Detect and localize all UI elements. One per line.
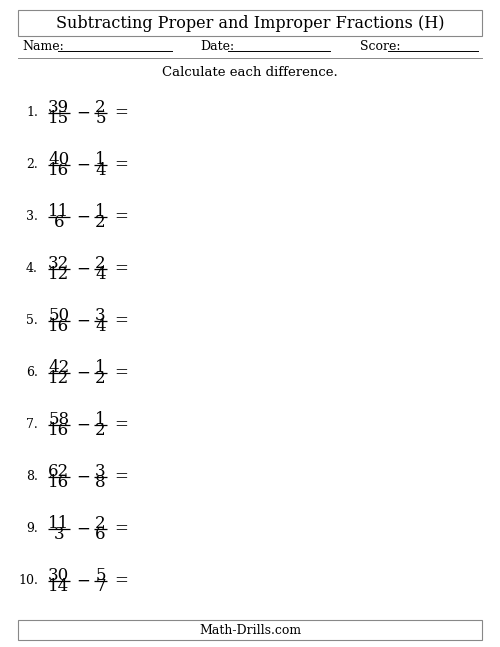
Text: 42: 42: [48, 359, 70, 376]
Text: 14: 14: [48, 578, 70, 595]
Text: 3: 3: [95, 463, 106, 480]
Text: 50: 50: [48, 307, 70, 324]
Text: Subtracting Proper and Improper Fractions (H): Subtracting Proper and Improper Fraction…: [56, 14, 444, 32]
Text: 3: 3: [95, 307, 106, 324]
Text: =: =: [114, 468, 128, 485]
Text: 6: 6: [54, 214, 64, 231]
Text: −: −: [76, 417, 90, 433]
Text: −: −: [76, 573, 90, 589]
Text: 15: 15: [48, 110, 70, 127]
Text: 58: 58: [48, 411, 70, 428]
Text: 30: 30: [48, 567, 70, 584]
Bar: [18, 620, 482, 640]
Text: 5.: 5.: [26, 314, 38, 327]
Text: 16: 16: [48, 474, 70, 491]
Text: Name:: Name:: [22, 41, 64, 54]
Text: 2: 2: [95, 515, 106, 532]
Text: Calculate each difference.: Calculate each difference.: [162, 65, 338, 78]
Text: −: −: [76, 468, 90, 485]
Text: 7: 7: [95, 578, 106, 595]
Text: −: −: [76, 520, 90, 538]
Text: =: =: [114, 261, 128, 278]
Text: 62: 62: [48, 463, 70, 480]
Text: Math-Drills.com: Math-Drills.com: [199, 624, 301, 637]
Text: =: =: [114, 105, 128, 122]
Text: 16: 16: [48, 162, 70, 179]
Text: 1: 1: [95, 411, 106, 428]
Text: 10.: 10.: [18, 575, 38, 587]
Text: 1: 1: [95, 359, 106, 376]
Text: 2: 2: [95, 370, 106, 387]
Text: 39: 39: [48, 99, 70, 116]
Text: Score:: Score:: [360, 41, 401, 54]
Text: 2: 2: [95, 255, 106, 272]
Text: −: −: [76, 364, 90, 382]
Text: =: =: [114, 313, 128, 329]
Text: 1.: 1.: [26, 107, 38, 120]
Text: 2.: 2.: [26, 159, 38, 171]
Text: 12: 12: [48, 266, 70, 283]
Text: 5: 5: [95, 110, 106, 127]
Text: −: −: [76, 313, 90, 329]
Text: 4: 4: [95, 162, 106, 179]
Text: =: =: [114, 364, 128, 382]
Text: Date:: Date:: [200, 41, 234, 54]
Text: 11: 11: [48, 203, 70, 220]
Text: 32: 32: [48, 255, 70, 272]
Text: −: −: [76, 208, 90, 226]
Text: 5: 5: [95, 567, 106, 584]
Text: 2: 2: [95, 214, 106, 231]
Text: =: =: [114, 520, 128, 538]
Text: −: −: [76, 261, 90, 278]
Text: −: −: [76, 157, 90, 173]
Text: =: =: [114, 208, 128, 226]
Text: 16: 16: [48, 422, 70, 439]
Text: 8.: 8.: [26, 470, 38, 483]
Text: 3.: 3.: [26, 210, 38, 223]
Text: =: =: [114, 573, 128, 589]
Text: 16: 16: [48, 318, 70, 335]
Text: =: =: [114, 157, 128, 173]
Bar: [18, 10, 482, 36]
Text: 11: 11: [48, 515, 70, 532]
Text: 6: 6: [95, 526, 106, 543]
Text: −: −: [76, 105, 90, 122]
Text: 4: 4: [95, 266, 106, 283]
Text: 9.: 9.: [26, 523, 38, 536]
Text: 40: 40: [48, 151, 70, 168]
Text: 7.: 7.: [26, 419, 38, 432]
Text: =: =: [114, 417, 128, 433]
Text: 12: 12: [48, 370, 70, 387]
Text: 3: 3: [54, 526, 64, 543]
Text: 2: 2: [95, 99, 106, 116]
Text: 1: 1: [95, 151, 106, 168]
Text: 4: 4: [95, 318, 106, 335]
Text: 1: 1: [95, 203, 106, 220]
Text: 8: 8: [95, 474, 106, 491]
Text: 4.: 4.: [26, 263, 38, 276]
Text: 6.: 6.: [26, 366, 38, 380]
Text: 2: 2: [95, 422, 106, 439]
